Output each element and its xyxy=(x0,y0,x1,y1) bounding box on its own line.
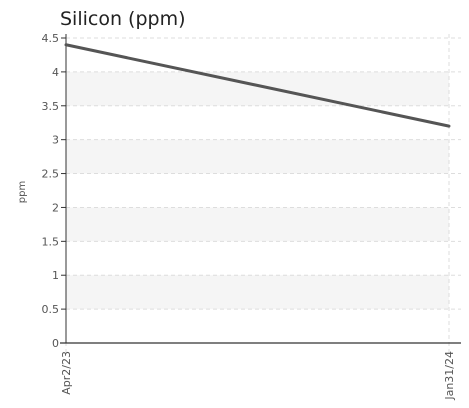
y-tick-label: 1 xyxy=(52,269,59,282)
series-line xyxy=(64,43,451,128)
grid-band xyxy=(66,71,449,106)
y-tick-label: 2.5 xyxy=(42,168,60,181)
y-tick-label: 4 xyxy=(52,66,59,79)
y-axis-label: ppm xyxy=(17,181,28,203)
plot-area: 0 0.5 1 1.5 2 2.5 3 3.5 4 4.5 Apr2/23 Jan31/24 xyxy=(42,32,461,401)
grid-band xyxy=(66,139,449,174)
y-tick-label: 3 xyxy=(52,134,59,147)
chart-title: Silicon (ppm) xyxy=(60,8,186,30)
y-tick-label: 1.5 xyxy=(42,235,60,248)
y-tick-label: 4.5 xyxy=(42,32,60,45)
y-tick-label: 0 xyxy=(52,337,59,350)
grid-band xyxy=(66,207,449,242)
y-tick-label: 3.5 xyxy=(42,100,60,113)
x-tick-label: Jan31/24 xyxy=(443,351,456,401)
y-tick-label: 2 xyxy=(52,201,59,214)
x-tick-label: Apr2/23 xyxy=(60,351,73,395)
y-tick-label: 0.5 xyxy=(42,303,60,316)
grid-band xyxy=(66,275,449,310)
